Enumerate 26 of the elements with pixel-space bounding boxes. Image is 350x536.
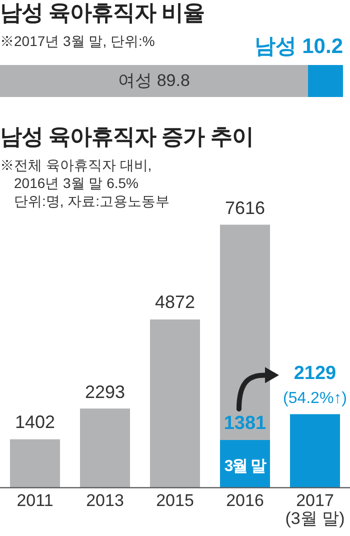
x-tick-label: 2015 bbox=[155, 490, 195, 510]
x-tick-label: 2013 bbox=[85, 490, 125, 510]
series-label: 남성 bbox=[254, 35, 296, 58]
data-label: 1381 bbox=[224, 413, 266, 435]
bar bbox=[150, 319, 200, 488]
series-label: 3월 말 bbox=[224, 458, 266, 476]
data-label: 10.2 bbox=[302, 35, 343, 58]
x-tick-label: 2016 bbox=[225, 490, 265, 510]
text: 단위:명, 자료:고용노동부 bbox=[14, 192, 171, 211]
chart-subtitle: ※2017년 3월 말, 단위:% bbox=[0, 32, 156, 50]
series-label: 여성 bbox=[118, 71, 152, 90]
chart-subtitle: ※전체 육아휴직자 대비, 2016년 3월 말 6.5% bbox=[0, 156, 153, 192]
data-label: 2293 bbox=[84, 382, 126, 402]
annotation: (54.2%↑) bbox=[282, 390, 348, 409]
bar bbox=[80, 408, 130, 488]
data-label: 4872 bbox=[154, 292, 196, 314]
data-label: 2129 bbox=[294, 363, 336, 386]
data-label: 7616 bbox=[224, 198, 266, 218]
bar bbox=[10, 439, 60, 488]
x-tick-label: 2017 (3월 말) bbox=[284, 490, 346, 530]
bar bbox=[290, 414, 340, 488]
data-label: 1402 bbox=[14, 412, 56, 433]
chart-title: 남성 육아휴직자 증가 추이 bbox=[0, 124, 254, 150]
data-label: 89.8 bbox=[156, 71, 190, 90]
x-tick-label: 2011 bbox=[16, 490, 54, 510]
chart-title: 남성 육아휴직자 비율 bbox=[0, 0, 205, 26]
